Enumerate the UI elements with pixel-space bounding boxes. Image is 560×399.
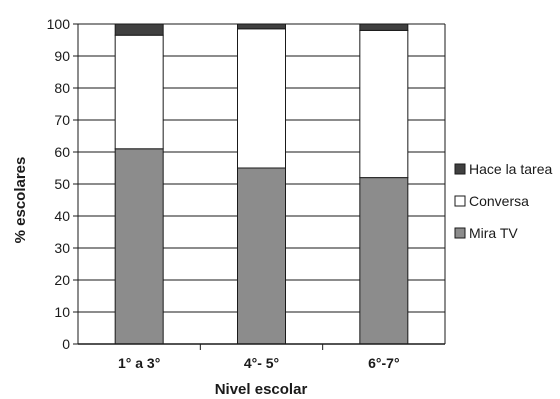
bar-segment-conversa [237, 28, 286, 169]
bar-segment-mira-tv [359, 177, 409, 345]
axes [73, 23, 446, 350]
y-axis-title: % escolares [12, 157, 29, 244]
legend-label-conversa: Conversa [469, 193, 529, 209]
y-tick-label: 40 [54, 208, 70, 224]
x-tick-label: 4°- 5° [244, 355, 279, 371]
bar-segment-hace-la-tarea [237, 23, 286, 30]
legend-swatch-mira-tv [454, 227, 466, 239]
legend: Hace la tarea Conversa Mira TV [454, 161, 552, 241]
bar-segment-conversa [114, 34, 164, 150]
y-tick-label: 30 [54, 240, 70, 256]
y-tick-label: 70 [54, 112, 70, 128]
y-tick-label: 50 [54, 176, 70, 192]
bars [114, 23, 409, 345]
legend-swatch-conversa [454, 195, 466, 207]
bar-segment-conversa [359, 29, 409, 179]
y-tick-label: 90 [54, 48, 70, 64]
legend-label-mira-tv: Mira TV [469, 225, 518, 241]
y-tick-labels: 0 10 20 30 40 50 60 70 80 90 100 [47, 16, 71, 352]
x-axis-title: Nivel escolar [215, 381, 308, 398]
bar-segment-hace-la-tarea [114, 23, 164, 36]
y-tick-label: 100 [47, 16, 71, 32]
y-tick-label: 80 [54, 80, 70, 96]
x-tick-label: 1° a 3° [118, 355, 160, 371]
legend-label-hace-la-tarea: Hace la tarea [469, 161, 552, 177]
x-tick-label: 6°-7° [368, 355, 399, 371]
y-tick-label: 0 [62, 336, 70, 352]
y-tick-label: 20 [54, 272, 70, 288]
legend-swatch-hace-la-tarea [454, 163, 466, 175]
bar-segment-hace-la-tarea [359, 23, 409, 31]
bar-segment-mira-tv [237, 167, 286, 345]
bar-segment-mira-tv [114, 148, 164, 345]
x-tick-labels: 1° a 3° 4°- 5° 6°-7° [118, 355, 400, 371]
y-tick-label: 10 [54, 304, 70, 320]
y-tick-label: 60 [54, 144, 70, 160]
